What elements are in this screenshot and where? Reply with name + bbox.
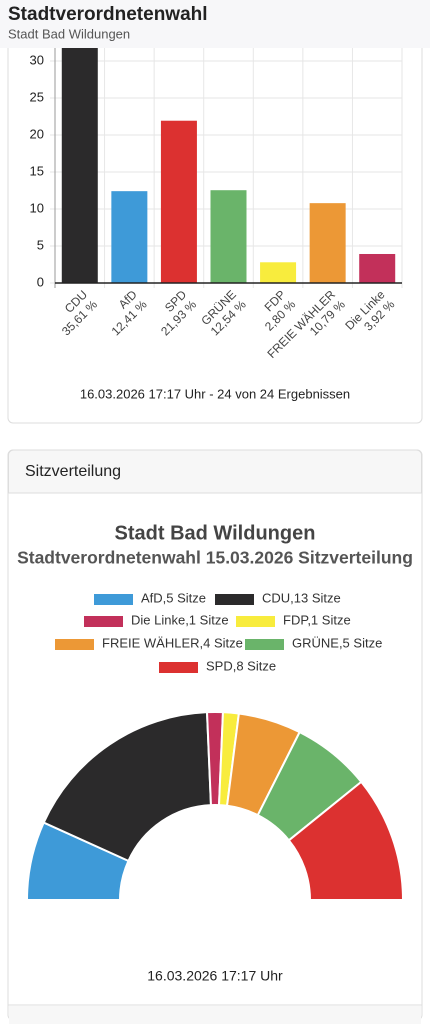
- legend-swatch: [215, 594, 254, 605]
- legend-label: GRÜNE,5 Sitze: [292, 635, 382, 650]
- legend-label: CDU,13 Sitze: [262, 590, 341, 605]
- legend-label: FREIE WÄHLER,4 Sitze: [102, 635, 243, 650]
- legend-swatch: [55, 639, 94, 650]
- app-header: [0, 0, 430, 48]
- seats-footer: 16.03.2026 17:17 Uhr: [147, 968, 283, 984]
- seats-subtitle: Stadtverordnetenwahl 15.03.2026 Sitzvert…: [17, 548, 413, 568]
- bar: [359, 253, 396, 283]
- y-tick-label: 20: [30, 126, 44, 141]
- legend-label: AfD,5 Sitze: [141, 590, 206, 605]
- seat-chart: AfD,5 Sitze CDU,13 Sitze Die Linke,1 Sitze…: [25, 590, 405, 901]
- seats-heading: Sitzverteilung: [25, 463, 121, 480]
- legend-swatch: [84, 616, 123, 627]
- next-card-header: [9, 1006, 421, 1024]
- y-tick-label: 30: [30, 52, 44, 67]
- seat-sector: [42, 711, 213, 863]
- legend-label: Die Linke,1 Sitze: [131, 612, 229, 627]
- legend-label: FDP,1 Sitze: [283, 612, 351, 627]
- seats-card-header: [8, 449, 422, 494]
- legend-swatch: [159, 662, 198, 673]
- legend-swatch: [94, 594, 133, 605]
- seat-sector: [287, 780, 405, 901]
- legend-swatch: [245, 639, 284, 650]
- bar: [160, 120, 197, 283]
- legend-label: SPD,8 Sitze: [206, 658, 276, 673]
- bar: [309, 203, 346, 283]
- y-tick-label: 0: [37, 274, 44, 289]
- bar: [111, 191, 148, 283]
- bar: [260, 262, 297, 283]
- seats-title: Stadt Bad Wildungen: [115, 522, 316, 544]
- header-subtitle: Stadt Bad Wildungen: [8, 26, 130, 41]
- y-tick-label: 15: [30, 163, 44, 178]
- legend-swatch: [236, 616, 275, 627]
- header-title: Stadtverordnetenwahl: [8, 4, 208, 25]
- y-tick-label: 5: [37, 237, 44, 252]
- y-tick-label: 10: [30, 200, 44, 215]
- y-tick-label: 25: [30, 89, 44, 104]
- bar: [61, 19, 98, 284]
- bar: [210, 190, 247, 283]
- results-footer: 16.03.2026 17:17 Uhr - 24 von 24 Ergebni…: [80, 386, 350, 401]
